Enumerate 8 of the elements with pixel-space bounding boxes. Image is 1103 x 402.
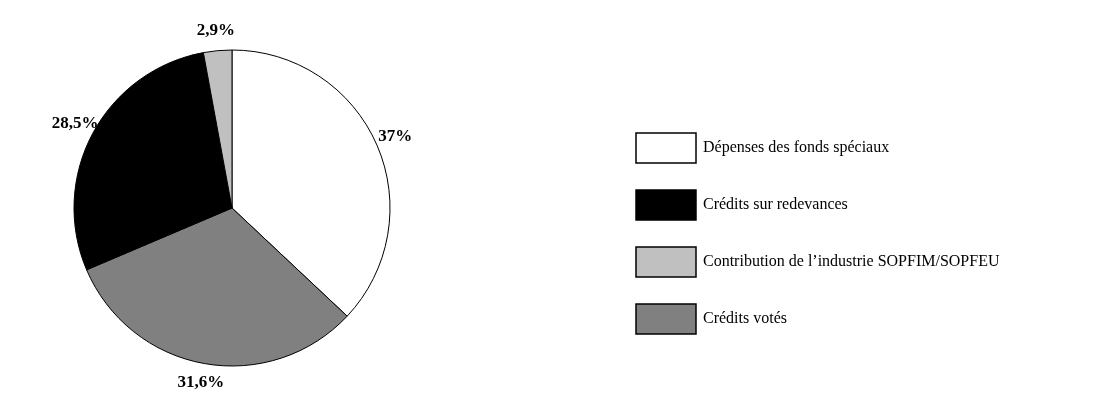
legend-label: Crédits sur redevances	[703, 194, 848, 212]
legend-label: Crédits votés	[703, 308, 787, 326]
data-label: 37%	[378, 126, 413, 146]
data-label: 28,5%	[51, 112, 99, 132]
legend-label: Contribution de l’industrie SOPFIM/SOPFEU	[703, 251, 1000, 269]
data-label: 2,9%	[196, 19, 235, 39]
legend-label: Dépenses des fonds spéciaux	[703, 137, 890, 156]
data-label: 31,6%	[177, 372, 225, 392]
